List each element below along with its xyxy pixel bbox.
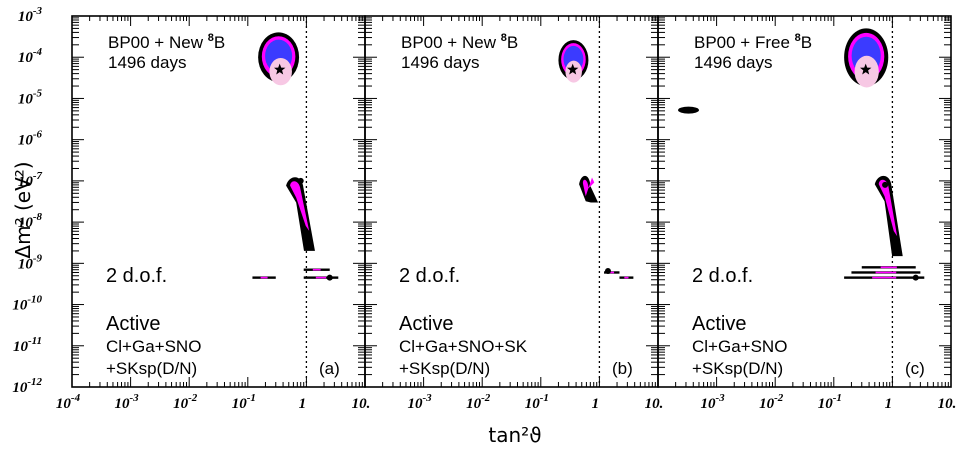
panel-header: BP00 + Free 8B <box>694 32 812 52</box>
panel-datasets-2: +SKsp(D/N) <box>692 359 783 378</box>
x-tick-label: 10. <box>938 396 957 412</box>
panel-dof: 2 d.o.f. <box>692 265 753 287</box>
region-vo-stripe-inner <box>315 276 327 279</box>
panel-datasets-2: +SKsp(D/N) <box>106 359 197 378</box>
panel-dof: 2 d.o.f. <box>399 265 460 287</box>
x-tick-label: 10-2 <box>173 392 198 412</box>
low-region <box>874 175 903 257</box>
region-low-99 <box>579 175 599 203</box>
x-tick-label: 1 <box>299 396 307 412</box>
panel-frame <box>657 15 952 388</box>
panel-dof: 2 d.o.f. <box>106 265 167 287</box>
x-tick-label: 10-1 <box>232 392 256 412</box>
region-low-99 <box>286 177 315 251</box>
x-tick-label: 10-1 <box>525 392 549 412</box>
panel-mode: Active <box>692 313 746 335</box>
region-vo-stripe-inner <box>875 271 897 274</box>
best-fit-star <box>567 63 579 75</box>
x-axis-title: tan²ϑ <box>488 423 541 447</box>
best-fit-star <box>860 63 872 75</box>
y-tick-label: 10-10 <box>12 294 42 314</box>
local-minimum-dot <box>882 181 889 188</box>
x-tick-label: 10-3 <box>701 392 726 412</box>
panel-datasets: Cl+Ga+SNO <box>692 337 787 356</box>
panel-a: 10-4 10-3 10-2 10-1 1 10.10-310-410-510-610-7… <box>12 5 370 412</box>
local-minimum-dot <box>912 274 919 281</box>
x-tick-label: 10-2 <box>466 392 491 412</box>
y-axis-title: Δm² (eV²) <box>11 161 35 258</box>
best-fit-star <box>274 63 286 75</box>
x-tick-label: 10-2 <box>759 392 784 412</box>
region-vo-stripe-inner <box>872 276 897 279</box>
region-vo-stripe-inner <box>260 276 268 279</box>
x-tick-label: 1 <box>885 396 893 412</box>
y-tick-label: 10-3 <box>18 5 43 25</box>
panel-days: 1496 days <box>108 53 186 72</box>
y-tick-label: 10-4 <box>18 46 43 66</box>
y-tick-label: 10-12 <box>12 376 42 396</box>
region-low-99 <box>874 175 903 257</box>
region-vo-stripe-inner <box>624 276 629 279</box>
panel-datasets: Cl+Ga+SNO <box>106 337 201 356</box>
region-vo-stripe-inner <box>880 266 897 269</box>
x-tick-label: 10-4 <box>56 392 81 412</box>
local-minimum-dot <box>326 274 333 281</box>
x-tick-label: 10-3 <box>408 392 433 412</box>
y-tick-label: 10-6 <box>18 129 43 149</box>
y-tick-label: 10-5 <box>18 87 43 107</box>
panel-tag: (c) <box>905 359 925 378</box>
low-region <box>286 177 315 251</box>
y-tick-label: 10-9 <box>18 252 43 272</box>
region-vo-stripe-inner <box>312 268 321 271</box>
panel-header: BP00 + New 8B <box>401 32 518 52</box>
local-minimum-dot <box>604 268 611 275</box>
local-minimum-dot <box>297 177 304 184</box>
panel-datasets-2: +SKsp(D/N) <box>399 359 490 378</box>
y-tick-label: 10-7 <box>18 170 43 190</box>
panel-mode: Active <box>399 313 453 335</box>
panels-group: 10-4 10-3 10-2 10-1 1 10.10-310-410-510-610-7… <box>12 5 956 412</box>
region-low-95 <box>582 177 595 197</box>
x-tick-label: 10-3 <box>115 392 140 412</box>
region-smb <box>678 106 699 114</box>
x-tick-label: 10-1 <box>818 392 842 412</box>
x-tick-label: 1 <box>592 396 600 412</box>
panel-tag: (b) <box>612 359 633 378</box>
low-region <box>579 175 599 203</box>
region-low-95 <box>290 181 310 231</box>
y-tick-label: 10-11 <box>13 335 42 355</box>
region-low-95 <box>878 179 898 237</box>
panel-mode: Active <box>106 313 160 335</box>
panel-datasets: Cl+Ga+SNO+SK <box>399 337 528 356</box>
y-tick-label: 10-8 <box>18 211 43 231</box>
region-vo-stripe-inner <box>609 271 615 274</box>
panel-tag: (a) <box>319 359 340 378</box>
x-tick-label: 10. <box>352 396 371 412</box>
x-tick-label: 10. <box>645 396 664 412</box>
panel-header: BP00 + New 8B <box>108 32 225 52</box>
panel-days: 1496 days <box>694 53 772 72</box>
panel-days: 1496 days <box>401 53 479 72</box>
axis-titles: Δm² (eV²) tan²ϑ <box>11 161 542 447</box>
